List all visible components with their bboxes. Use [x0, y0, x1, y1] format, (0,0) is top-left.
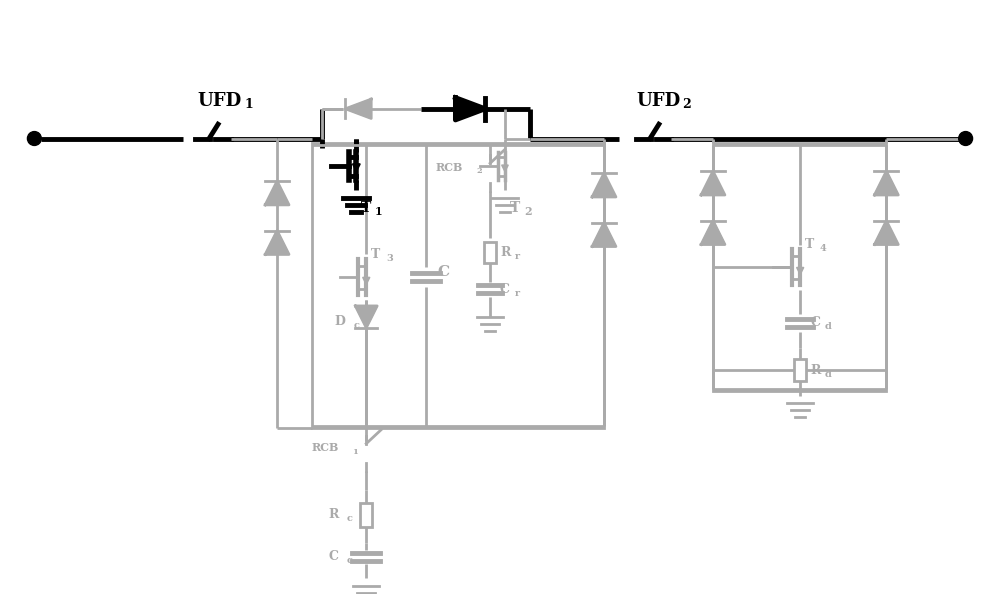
Text: 2: 2 — [524, 207, 531, 217]
Text: C: C — [329, 550, 339, 563]
Polygon shape — [455, 98, 485, 120]
Text: 2: 2 — [476, 167, 482, 175]
Text: c: c — [353, 321, 359, 330]
Text: 2: 2 — [682, 99, 691, 111]
Text: T: T — [371, 248, 380, 261]
Polygon shape — [592, 223, 616, 247]
Text: d: d — [825, 370, 832, 378]
Text: c: c — [346, 556, 352, 565]
Polygon shape — [874, 221, 898, 245]
Text: R: R — [810, 364, 820, 377]
Text: 4: 4 — [820, 244, 827, 253]
Polygon shape — [355, 306, 377, 328]
Bar — [794, 359, 806, 381]
Text: 3: 3 — [386, 254, 393, 263]
Text: D: D — [335, 315, 345, 328]
Text: C: C — [438, 265, 450, 279]
Text: 1: 1 — [352, 448, 358, 456]
Text: UFD: UFD — [637, 92, 681, 110]
Polygon shape — [701, 221, 725, 245]
Polygon shape — [265, 230, 289, 254]
Text: R: R — [329, 509, 339, 521]
Text: R: R — [500, 246, 510, 259]
Text: UFD: UFD — [198, 92, 242, 110]
Polygon shape — [592, 173, 616, 197]
Text: RCB: RCB — [436, 162, 463, 173]
Circle shape — [959, 131, 973, 146]
Circle shape — [27, 131, 41, 146]
Polygon shape — [265, 181, 289, 205]
Bar — [312, 143, 604, 428]
Text: C: C — [810, 316, 820, 330]
Text: 1: 1 — [244, 99, 253, 111]
Polygon shape — [345, 99, 371, 118]
Bar — [484, 242, 496, 263]
Text: RCB: RCB — [312, 442, 339, 453]
Text: r: r — [515, 252, 520, 261]
Text: c: c — [346, 515, 352, 524]
Text: T: T — [805, 238, 814, 251]
Polygon shape — [874, 171, 898, 195]
Bar — [713, 143, 886, 391]
Text: d: d — [825, 322, 832, 331]
Text: 1: 1 — [375, 207, 383, 217]
Text: T: T — [510, 201, 520, 215]
Bar — [360, 503, 372, 527]
Text: C: C — [500, 282, 510, 296]
Text: T: T — [361, 201, 372, 215]
Polygon shape — [701, 171, 725, 195]
Text: r: r — [515, 288, 520, 297]
